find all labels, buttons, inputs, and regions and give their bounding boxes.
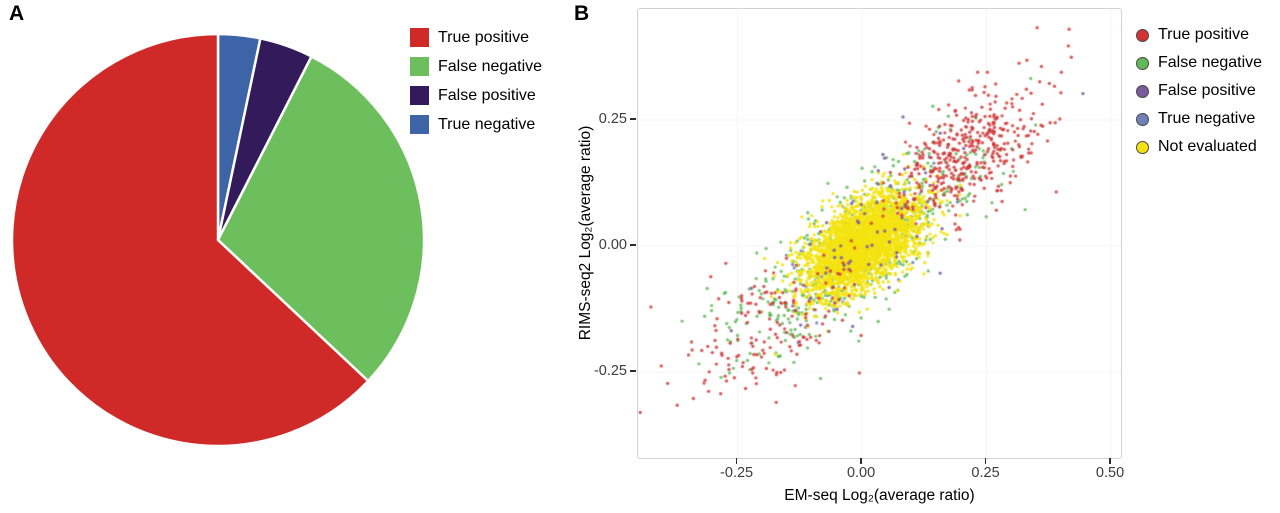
y-tick-mark xyxy=(630,244,636,246)
scatter-legend-item: False negative xyxy=(1136,54,1262,72)
x-tick-label: 0.25 xyxy=(971,465,1000,481)
legend-label: False positive xyxy=(438,86,536,104)
scatter-legend-item: False positive xyxy=(1136,82,1262,100)
x-tick-mark xyxy=(1109,458,1111,464)
x-tick-mark xyxy=(860,458,862,464)
panel-b-label: B xyxy=(574,2,590,25)
legend-label: False positive xyxy=(1158,82,1256,99)
pie-legend-item: False positive xyxy=(410,86,542,105)
scatter-legend-item: True positive xyxy=(1136,26,1262,44)
y-tick-label: -0.25 xyxy=(593,363,627,380)
pie-chart xyxy=(10,32,426,448)
scatter-legend-item: True negative xyxy=(1136,110,1262,128)
x-tick-label: 0.50 xyxy=(1095,465,1125,481)
x-tick-mark xyxy=(735,458,738,464)
x-axis-label: EM-seq Log₂(average ratio) xyxy=(784,487,975,504)
legend-point-swatch xyxy=(1136,28,1149,42)
y-tick-mark xyxy=(630,118,636,120)
x-tick-label: 0.00 xyxy=(846,465,876,481)
scatter-legend: True positive False negative False positiv… xyxy=(1136,26,1262,166)
y-axis-label: RIMS-seq2 Log₂(average ratio) xyxy=(577,125,594,341)
pie-slice xyxy=(216,55,426,383)
pie-slice xyxy=(10,32,370,448)
legend-label: True negative xyxy=(438,115,536,133)
legend-label: False negative xyxy=(1158,54,1263,71)
y-tick-label: 0.00 xyxy=(598,237,627,254)
x-tick-label: -0.25 xyxy=(720,465,754,481)
legend-label: True negative xyxy=(1158,110,1256,127)
legend-point-swatch xyxy=(1136,56,1149,70)
scatter-plot xyxy=(637,8,1122,459)
legend-point-swatch xyxy=(1136,112,1149,126)
legend-label: True positive xyxy=(1158,26,1249,43)
legend-swatch xyxy=(410,86,429,105)
legend-swatch xyxy=(410,57,429,76)
panel-a-label: A xyxy=(9,2,25,25)
y-tick-label: 0.25 xyxy=(598,110,627,127)
scatter-canvas xyxy=(638,9,1121,458)
x-tick-mark xyxy=(984,458,987,464)
pie-legend-item: False negative xyxy=(410,57,542,76)
legend-point-swatch xyxy=(1136,84,1149,98)
legend-label: True positive xyxy=(438,28,529,46)
legend-point-swatch xyxy=(1136,140,1149,154)
pie-legend-item: True negative xyxy=(410,115,542,134)
y-tick-mark xyxy=(630,370,636,372)
scatter-legend-item: Not evaluated xyxy=(1136,138,1262,156)
legend-label: Not evaluated xyxy=(1158,138,1257,155)
legend-swatch xyxy=(410,28,429,47)
legend-swatch xyxy=(410,115,429,134)
legend-label: False negative xyxy=(438,57,543,75)
pie-legend: True positive False negative False positiv… xyxy=(410,28,542,144)
pie-legend-item: True positive xyxy=(410,28,542,47)
